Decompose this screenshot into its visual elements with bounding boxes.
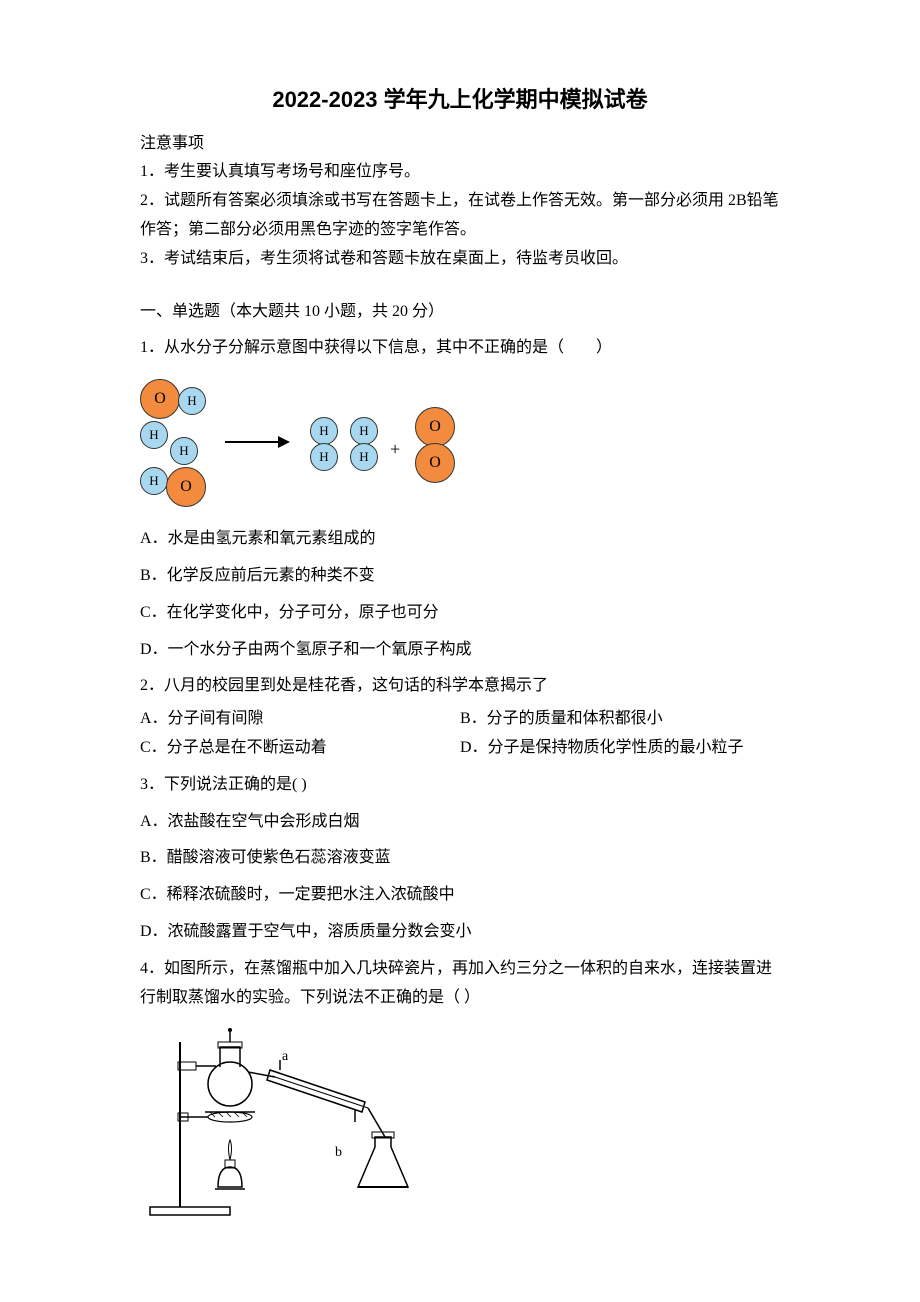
atom-h: H — [170, 437, 198, 465]
q3-stem: 3．下列说法正确的是( ) — [140, 771, 780, 800]
water-decomposition-diagram: O H H H H O H H H H + O O — [140, 379, 520, 509]
question-2: 2．八月的校园里到处是桂花香，这句话的科学本意揭示了 A．分子间有间隙 B．分子… — [140, 672, 780, 762]
notice-1: 1．考生要认真填写考场号和座位序号。 — [140, 158, 780, 187]
question-1: 1．从水分子分解示意图中获得以下信息，其中不正确的是（ ） O H H H H … — [140, 334, 780, 664]
label-b: b — [335, 1140, 342, 1165]
atom-h: H — [140, 467, 168, 495]
q1-opt-b: B．化学反应前后元素的种类不变 — [140, 562, 780, 591]
atom-o: O — [415, 443, 455, 483]
q1-stem: 1．从水分子分解示意图中获得以下信息，其中不正确的是（ ） — [140, 334, 780, 363]
notice-label: 注意事项 — [140, 130, 780, 159]
q2-options: A．分子间有间隙 B．分子的质量和体积都很小 C．分子总是在不断运动着 D．分子… — [140, 705, 780, 763]
arrow-head — [278, 436, 290, 448]
atom-h: H — [310, 417, 338, 445]
arrow-line — [225, 441, 280, 443]
atom-h: H — [178, 387, 206, 415]
q1-options: A．水是由氢元素和氧元素组成的 B．化学反应前后元素的种类不变 C．在化学变化中… — [140, 525, 780, 664]
q3-opt-c: C．稀释浓硫酸时，一定要把水注入浓硫酸中 — [140, 881, 780, 910]
q2-opt-d: D．分子是保持物质化学性质的最小粒子 — [460, 734, 780, 763]
q2-stem: 2．八月的校园里到处是桂花香，这句话的科学本意揭示了 — [140, 672, 780, 701]
question-4: 4．如图所示，在蒸馏瓶中加入几块碎瓷片，再加入约三分之一体积的自来水，连接装置进… — [140, 955, 780, 1223]
q3-options: A．浓盐酸在空气中会形成白烟 B．醋酸溶液可使紫色石蕊溶液变蓝 C．稀释浓硫酸时… — [140, 808, 780, 947]
q4-stem: 4．如图所示，在蒸馏瓶中加入几块碎瓷片，再加入约三分之一体积的自来水，连接装置进… — [140, 955, 780, 1013]
q1-opt-a: A．水是由氢元素和氧元素组成的 — [140, 525, 780, 554]
section-1-header: 一、单选题（本大题共 10 小题，共 20 分） — [140, 298, 780, 327]
notice-2: 2．试题所有答案必须填涂或书写在答题卡上，在试卷上作答无效。第一部分必须用 2B… — [140, 187, 780, 245]
plus-sign: + — [390, 433, 400, 465]
q2-opt-c: C．分子总是在不断运动着 — [140, 734, 460, 763]
label-a: a — [282, 1044, 288, 1069]
instructions-block: 注意事项 1．考生要认真填写考场号和座位序号。 2．试题所有答案必须填涂或书写在… — [140, 130, 780, 274]
distillation-svg — [140, 1022, 440, 1222]
q3-opt-b: B．醋酸溶液可使紫色石蕊溶液变蓝 — [140, 844, 780, 873]
atom-h: H — [350, 443, 378, 471]
atom-h: H — [140, 421, 168, 449]
atom-o: O — [166, 467, 206, 507]
distillation-apparatus-diagram: a b — [140, 1022, 440, 1222]
question-3: 3．下列说法正确的是( ) A．浓盐酸在空气中会形成白烟 B．醋酸溶液可使紫色石… — [140, 771, 780, 947]
notice-3: 3．考试结束后，考生须将试卷和答题卡放在桌面上，待监考员收回。 — [140, 245, 780, 274]
q3-opt-d: D．浓硫酸露置于空气中，溶质质量分数会变小 — [140, 918, 780, 947]
q2-opt-b: B．分子的质量和体积都很小 — [460, 705, 780, 734]
exam-title: 2022-2023 学年九上化学期中模拟试卷 — [140, 80, 780, 120]
q1-opt-c: C．在化学变化中，分子可分，原子也可分 — [140, 599, 780, 628]
q1-opt-d: D．一个水分子由两个氢原子和一个氧原子构成 — [140, 636, 780, 665]
q3-opt-a: A．浓盐酸在空气中会形成白烟 — [140, 808, 780, 837]
atom-o: O — [415, 407, 455, 447]
atom-h: H — [310, 443, 338, 471]
atom-h: H — [350, 417, 378, 445]
q2-opt-a: A．分子间有间隙 — [140, 705, 460, 734]
atom-o: O — [140, 379, 180, 419]
